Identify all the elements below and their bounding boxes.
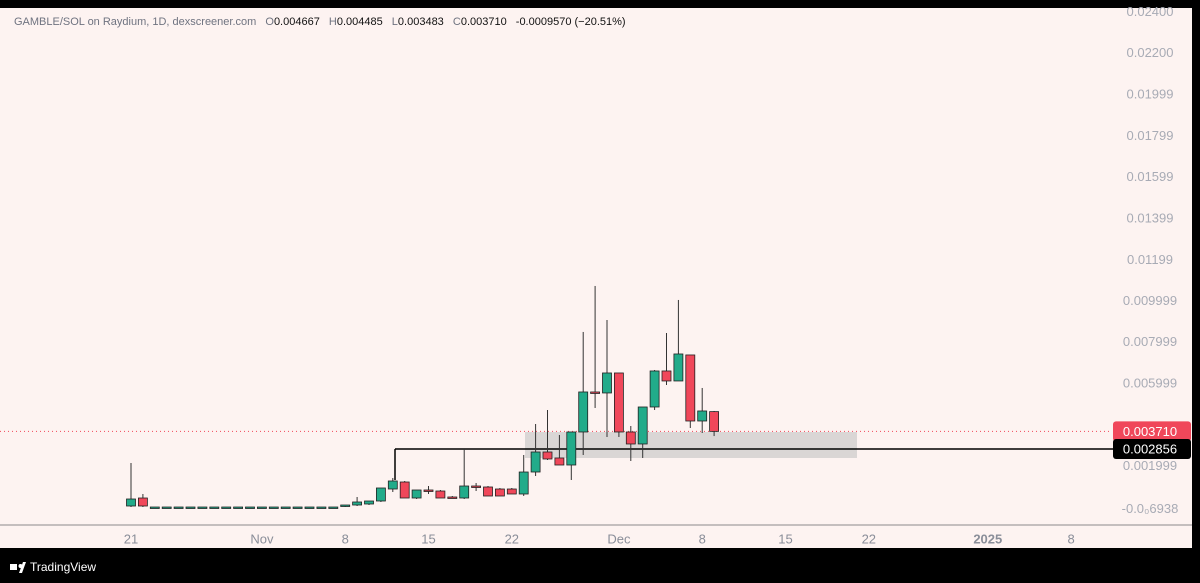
candle-body [399,481,410,499]
candle-body [530,451,541,473]
candle-body [447,496,458,499]
candle-body [185,506,196,509]
y-tick-label: 0.02400 [1127,4,1174,19]
header-open: 0.004667 [274,16,320,28]
header-label: L [392,16,398,28]
candle-body [352,501,363,506]
price-tag [1113,439,1191,460]
candle-body [340,504,351,507]
candle-body [649,370,660,408]
price-tag-label: 0.003710 [1123,424,1177,439]
candle-body [245,506,255,509]
header-label: O [265,16,274,28]
marks [0,285,1113,509]
header-low: 0.003483 [398,16,444,28]
x-tick-label: 8 [699,531,706,546]
candle-body [411,489,422,499]
header-label: C [453,16,461,28]
candle-body [614,372,624,433]
candle-body [590,391,600,394]
candle-body [566,431,577,466]
x-tick-label: Nov [250,531,274,546]
candle-body [221,506,232,509]
candle-body [471,485,482,488]
price-tag [1113,421,1191,442]
chart-panel [0,8,1192,548]
candle-body [709,411,719,432]
candle-body [554,457,565,466]
candle-body [387,480,398,490]
candle-body [304,506,315,509]
candle-body [137,497,148,507]
candle-body [126,498,136,507]
candle-body [197,506,208,509]
x-tick-label: 8 [342,531,349,546]
header-high: 0.004485 [337,16,383,28]
candle-body [542,451,553,460]
x-tick-label: 22 [862,531,876,546]
candle-body [256,506,267,509]
y-tick-label: 0.01199 [1127,252,1173,267]
candle-body [209,506,220,509]
candle-body [435,490,446,499]
footer-bar [0,548,1200,583]
candle-body [364,500,374,505]
candle-body [316,506,327,509]
y-tick-label: 0.02200 [1127,45,1174,60]
candle-body [233,506,244,509]
candle-body [173,506,184,509]
zone-box [525,432,857,458]
candle-body [280,506,291,509]
y-tick-label: 0.01599 [1127,169,1174,184]
candle-body [506,488,517,495]
candle-body [697,410,708,422]
candle-body [161,506,172,509]
candle-body [673,353,684,382]
y-tick-label: 0.005999 [1123,376,1177,391]
brand: TradingView [30,560,96,574]
price-tag-label: 0.002856 [1123,441,1177,456]
y-tick-label: 0.01799 [1127,128,1174,143]
x-tick-label: 15 [421,531,435,546]
y-tick-label: 0.009999 [1123,293,1177,308]
header-label: H [329,16,337,28]
candle-body [685,354,696,422]
candle-body [578,391,589,433]
candle-body [328,506,339,509]
y-tick-label: 0.01399 [1127,211,1174,226]
y-tick-label: 0.007999 [1123,334,1177,349]
x-tick-label: 15 [778,531,792,546]
y-tick-label: -0.0₀6938 [1122,501,1179,516]
candle-body [483,486,493,497]
candle-body [494,488,505,497]
x-tick-label: 21 [124,531,138,546]
x-tick-label: 8 [1067,531,1074,546]
candle-body [292,506,303,509]
candle-body [625,431,636,445]
x-tick-label: 22 [505,531,519,546]
candle-body [661,370,672,382]
tradingview-logo [10,562,26,573]
candle-body [637,406,648,445]
header-change: -0.0009570 (−20.51%) [516,16,626,28]
candle-body [423,489,434,492]
candle-body [149,506,160,509]
candle-body [375,487,386,502]
candle-body [268,506,279,509]
header-title: GAMBLE/SOL on Raydium, 1D, dexscreener.c… [14,16,256,28]
y-tick-label: 0.01999 [1127,87,1174,102]
y-tick-label: 0.001999 [1123,458,1177,473]
x-tick-label: 2025 [973,531,1002,546]
candle-body [518,471,529,495]
chart-header: GAMBLE/SOL on Raydium, 1D, dexscreener.c… [14,16,626,28]
candle-body [459,485,470,499]
candle-body [602,372,612,394]
x-tick-label: Dec [607,531,631,546]
header-close: 0.003710 [461,16,507,28]
